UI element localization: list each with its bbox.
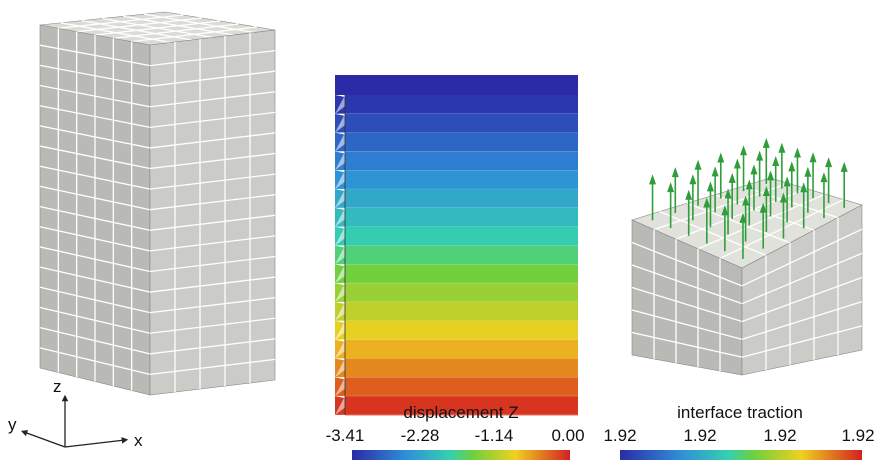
- slab: [345, 170, 578, 189]
- colorbar-tick: -2.28: [401, 426, 440, 445]
- colorbar: interface traction 1.92 1.92 1.92 1.92: [603, 403, 874, 460]
- slab: [345, 377, 578, 396]
- arrow-head: [729, 173, 736, 183]
- arrow-head: [649, 174, 656, 184]
- arrow-head: [740, 145, 747, 155]
- arrow-head: [788, 161, 795, 171]
- colorbar-tick: 1.92: [841, 426, 874, 445]
- colorbar-tick: 0.00: [551, 426, 584, 445]
- arrow-head: [772, 156, 779, 166]
- arrow-head: [672, 167, 679, 177]
- arrow-head: [695, 160, 702, 170]
- slab-top: [335, 75, 578, 95]
- colorbar-tick: -1.14: [475, 426, 514, 445]
- slab: [345, 189, 578, 208]
- arrow-head: [685, 190, 692, 200]
- slab: [345, 133, 578, 152]
- x-axis: [65, 440, 125, 447]
- arrow-head: [689, 174, 696, 184]
- arrow-head: [784, 176, 791, 186]
- arrow-head: [712, 166, 719, 176]
- colorbar-ramp: [620, 450, 862, 460]
- slab: [345, 321, 578, 340]
- arrow-head: [667, 182, 674, 192]
- slab: [345, 95, 578, 114]
- slab: [345, 359, 578, 378]
- colorbar-title: displacement Z: [403, 403, 518, 422]
- arrow-head: [750, 164, 757, 174]
- arrow-head: [804, 167, 811, 177]
- colorbar-tick: -3.41: [326, 426, 365, 445]
- z-label: z: [53, 377, 62, 396]
- slab: [345, 151, 578, 170]
- colorbar-tick: 1.92: [683, 426, 716, 445]
- slab: [345, 283, 578, 302]
- slab: [345, 264, 578, 283]
- y-label: y: [8, 415, 17, 434]
- colorbar-title: interface traction: [677, 403, 803, 422]
- arrow-head: [778, 143, 785, 153]
- slab: [345, 246, 578, 265]
- arrow-head: [707, 181, 714, 191]
- arrow-head: [763, 138, 770, 148]
- x-label: x: [134, 431, 143, 450]
- figure: z x y displacement Z -3.41 -2.28 -1.14 0…: [0, 0, 883, 464]
- arrow-head: [756, 151, 763, 161]
- y-axis: [24, 432, 65, 447]
- arrow-head: [734, 158, 741, 168]
- slab: [345, 227, 578, 246]
- arrow-head: [794, 147, 801, 157]
- face: [150, 30, 275, 395]
- displacement-block: [335, 75, 578, 416]
- colorbar-tick: 1.92: [603, 426, 636, 445]
- slab: [345, 340, 578, 359]
- slab: [345, 208, 578, 227]
- arrow-head: [825, 157, 832, 167]
- arrow-head: [810, 152, 817, 162]
- mesh-block: [40, 12, 275, 395]
- traction-block: [632, 138, 862, 375]
- colorbar-tick: 1.92: [763, 426, 796, 445]
- arrow-head: [841, 162, 848, 172]
- arrow-head: [717, 152, 724, 162]
- arrow-head: [767, 170, 774, 180]
- arrow-head: [820, 172, 827, 182]
- slab: [345, 114, 578, 133]
- slab: [345, 302, 578, 321]
- colorbar-ramp: [352, 450, 570, 460]
